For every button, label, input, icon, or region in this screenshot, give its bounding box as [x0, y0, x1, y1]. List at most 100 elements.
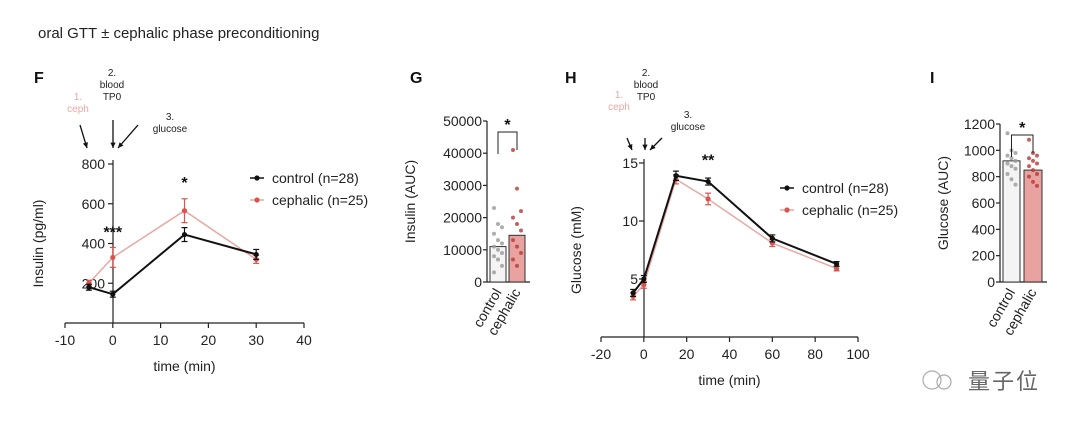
data-point: [253, 251, 259, 258]
step-label: 3.: [166, 112, 174, 123]
individual-point: [1005, 161, 1010, 166]
data-point: [630, 290, 636, 296]
y-tick-label: 600: [972, 195, 996, 211]
legend-label: cephalic (n=25): [802, 202, 898, 218]
legend-swatch-marker: [784, 185, 790, 191]
panel-label: G: [410, 70, 422, 87]
individual-point: [519, 209, 523, 214]
individual-point: [1005, 172, 1010, 177]
x-tick-label: 0: [109, 332, 117, 348]
data-point: [705, 178, 711, 185]
step-arrow-head: [650, 144, 656, 150]
data-point: [641, 282, 647, 288]
significance-marker: *: [1019, 120, 1026, 137]
series-line-control: [88, 233, 257, 296]
significance-bracket: [1011, 134, 1034, 157]
significance-marker: **: [702, 153, 715, 170]
individual-point: [1027, 174, 1031, 179]
data-point: [181, 231, 188, 238]
y-tick-label: 0: [987, 274, 995, 290]
data-point: [641, 276, 647, 282]
legend-swatch-marker: [784, 207, 790, 213]
individual-point: [496, 222, 500, 227]
y-tick-label: 200: [972, 248, 996, 264]
panel-label: I: [930, 70, 934, 87]
step-label: 2.: [108, 68, 116, 79]
watermark: 量子位: [968, 369, 1041, 394]
individual-point: [1031, 179, 1035, 184]
step-label: ceph: [67, 104, 89, 115]
data-point: [181, 208, 188, 214]
legend-label: control (n=28): [272, 170, 359, 186]
panel-label: F: [34, 70, 44, 87]
data-point: [110, 291, 116, 297]
individual-point: [1031, 168, 1035, 173]
x-tick-label: 40: [722, 346, 738, 362]
bar-cephalic: [508, 234, 526, 283]
y-axis-label: Insulin (pg/ml): [30, 200, 46, 288]
significance-marker: ***: [103, 225, 122, 242]
data-point: [86, 284, 92, 290]
y-axis-label: Glucose (AUC): [935, 156, 951, 250]
y-axis-label: Glucose (mM): [568, 206, 584, 294]
individual-point: [492, 270, 496, 275]
bar-control: [1002, 160, 1021, 283]
y-tick-label: 50000: [443, 113, 482, 129]
individual-point: [1035, 183, 1039, 188]
individual-point: [492, 254, 496, 259]
individual-point: [492, 244, 496, 249]
individual-point: [496, 257, 500, 262]
individual-point: [1013, 158, 1018, 163]
step-label: ceph: [608, 102, 630, 113]
individual-point: [519, 251, 523, 256]
step-arrow-head: [110, 142, 116, 148]
step-label: 3.: [684, 110, 692, 121]
y-tick-label: 40000: [443, 145, 482, 161]
x-tick-label: 20: [679, 346, 695, 362]
individual-point: [1009, 164, 1014, 169]
figure-title: oral GTT ± cephalic phase preconditionin…: [38, 25, 320, 42]
individual-point: [515, 222, 519, 227]
step-label: TP0: [103, 92, 122, 103]
individual-point: [1027, 137, 1031, 142]
y-tick-label: 10000: [443, 242, 482, 258]
step-label: glucose: [671, 122, 706, 133]
data-point: [673, 173, 679, 179]
individual-point: [1031, 158, 1035, 163]
data-point: [833, 265, 840, 272]
data-point: [110, 254, 116, 261]
individual-point: [515, 186, 519, 191]
individual-point: [1013, 166, 1018, 171]
x-tick-label: 0: [640, 346, 648, 362]
y-tick-label: 400: [82, 236, 106, 252]
x-tick-label: 30: [248, 332, 264, 348]
x-tick-label: 80: [807, 346, 823, 362]
step-label: glucose: [153, 124, 188, 135]
individual-point: [1035, 161, 1039, 166]
individual-point: [1013, 150, 1018, 155]
x-tick-label: -20: [591, 346, 611, 362]
individual-point: [1035, 153, 1039, 158]
individual-point: [515, 244, 519, 249]
step-arrow-head: [627, 144, 633, 150]
x-tick-label: 40: [296, 332, 312, 348]
individual-point: [500, 263, 504, 268]
step-label: 2.: [642, 68, 650, 79]
series-line-control: [632, 174, 837, 294]
y-tick-label: 20000: [443, 210, 482, 226]
x-tick-label: 20: [201, 332, 217, 348]
x-tick-label: 100: [846, 346, 870, 362]
step-arrow-head: [82, 142, 88, 148]
individual-point: [515, 263, 519, 268]
individual-point: [1005, 153, 1010, 158]
individual-point: [496, 238, 500, 243]
legend-label: control (n=28): [802, 180, 889, 196]
data-point: [833, 261, 840, 267]
individual-point: [492, 231, 496, 236]
individual-point: [500, 225, 504, 230]
x-tick-label: -10: [55, 332, 75, 348]
legend-label: cephalic (n=25): [272, 192, 368, 208]
step-arrow-head: [642, 144, 648, 150]
step-label: 1.: [74, 92, 82, 103]
